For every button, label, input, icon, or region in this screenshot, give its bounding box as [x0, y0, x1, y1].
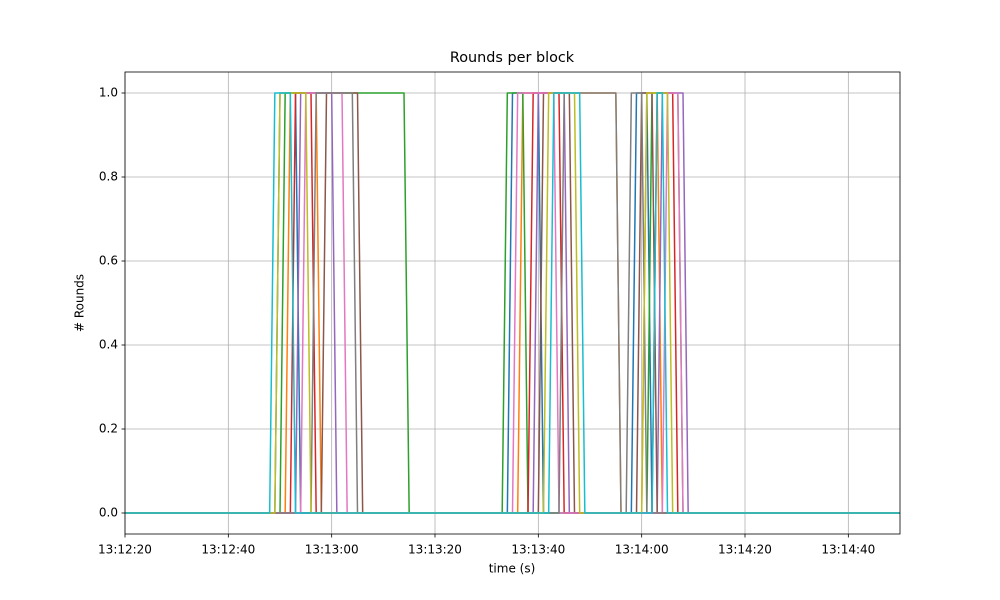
x-tick-label: 13:14:40: [821, 543, 875, 557]
x-tick-label: 13:13:00: [305, 543, 359, 557]
series-line: [125, 92, 900, 514]
series-line: [125, 92, 900, 514]
plot-frame: [124, 71, 901, 535]
x-tick-label: 13:14:00: [615, 543, 669, 557]
y-tick-label: 0.2: [99, 422, 118, 436]
y-tick-label: 0.8: [99, 170, 118, 184]
y-tick-label: 0.0: [99, 506, 118, 520]
x-tick-label: 13:13:40: [511, 543, 565, 557]
x-tick-label: 13:14:20: [718, 543, 772, 557]
x-tick-label: 13:13:20: [408, 543, 462, 557]
x-tick-label: 13:12:20: [98, 543, 152, 557]
x-axis-label: time (s): [489, 562, 536, 576]
y-axis-label: # Rounds: [73, 274, 87, 332]
series-line: [125, 92, 900, 514]
y-tick-label: 0.4: [99, 338, 118, 352]
x-tick-label: 13:12:40: [201, 543, 255, 557]
y-tick-label: 1.0: [99, 86, 118, 100]
chart-title: Rounds per block: [450, 50, 575, 66]
y-tick-label: 0.6: [99, 254, 118, 268]
